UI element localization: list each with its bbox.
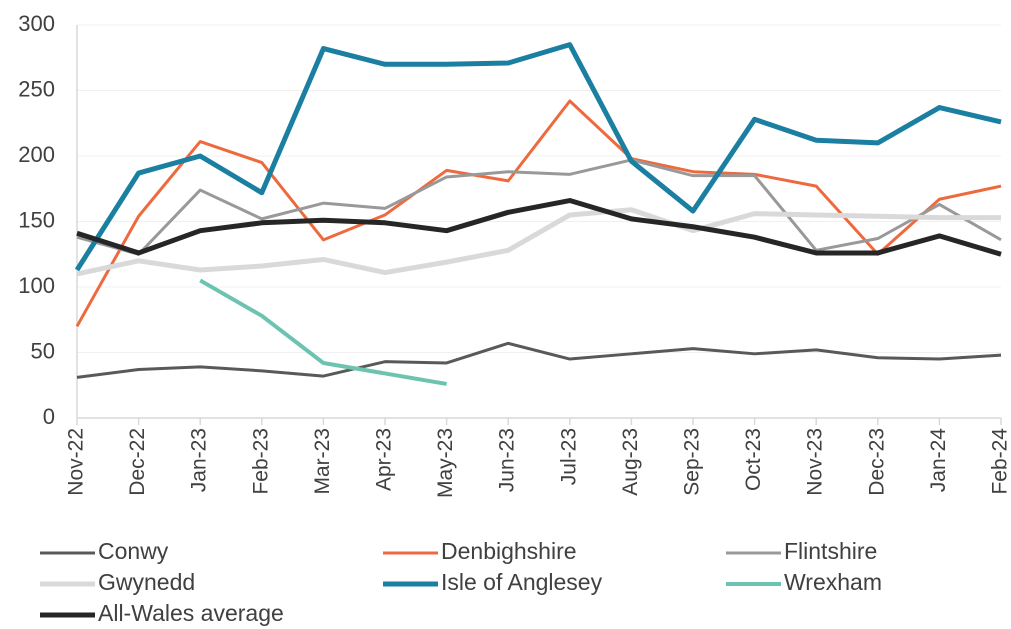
y-tick-label: 200 <box>18 142 55 167</box>
legend-label: Wrexham <box>784 569 882 595</box>
y-tick-label: 50 <box>31 338 55 363</box>
legend-label: Denbighshire <box>441 538 577 564</box>
x-tick-label: Sep-23 <box>681 428 704 496</box>
x-tick-label: Nov-23 <box>804 428 827 496</box>
x-tick-label: Jan-24 <box>927 428 950 493</box>
series-line <box>76 198 1002 257</box>
x-tick-label: Nov-22 <box>65 428 88 496</box>
y-tick-label: 250 <box>18 76 55 101</box>
x-tick-label: Mar-23 <box>311 428 334 495</box>
series-line <box>76 158 1002 256</box>
legend-label: Conwy <box>98 538 169 564</box>
x-tick-label: Apr-23 <box>373 428 396 491</box>
y-tick-label: 100 <box>18 273 55 298</box>
series-line <box>199 278 447 386</box>
series-line <box>74 42 1002 272</box>
x-tick-label: Feb-24 <box>989 428 1011 495</box>
x-tick-label: Jan-23 <box>188 428 211 492</box>
series-line <box>76 207 1001 277</box>
legend-label: Gwynedd <box>98 569 195 595</box>
y-tick-label: 300 <box>18 11 55 36</box>
series-line <box>76 341 1002 379</box>
x-tick-label: Jul-23 <box>557 428 580 485</box>
x-tick-label: Jun-23 <box>496 428 519 492</box>
y-tick-label: 0 <box>43 404 55 429</box>
x-tick-label: Aug-23 <box>619 428 642 496</box>
x-tick-label: Feb-23 <box>249 428 272 495</box>
x-tick-label: May-23 <box>434 428 457 498</box>
y-tick-label: 150 <box>18 207 55 232</box>
legend-label: Isle of Anglesey <box>441 569 603 595</box>
x-tick-label: Dec-23 <box>865 428 888 496</box>
series-line <box>75 99 1002 328</box>
legend-label: Flintshire <box>784 538 877 564</box>
x-tick-label: Oct-23 <box>742 428 765 491</box>
x-tick-label: Dec-22 <box>126 428 149 496</box>
legend-label: All-Wales average <box>98 600 284 626</box>
